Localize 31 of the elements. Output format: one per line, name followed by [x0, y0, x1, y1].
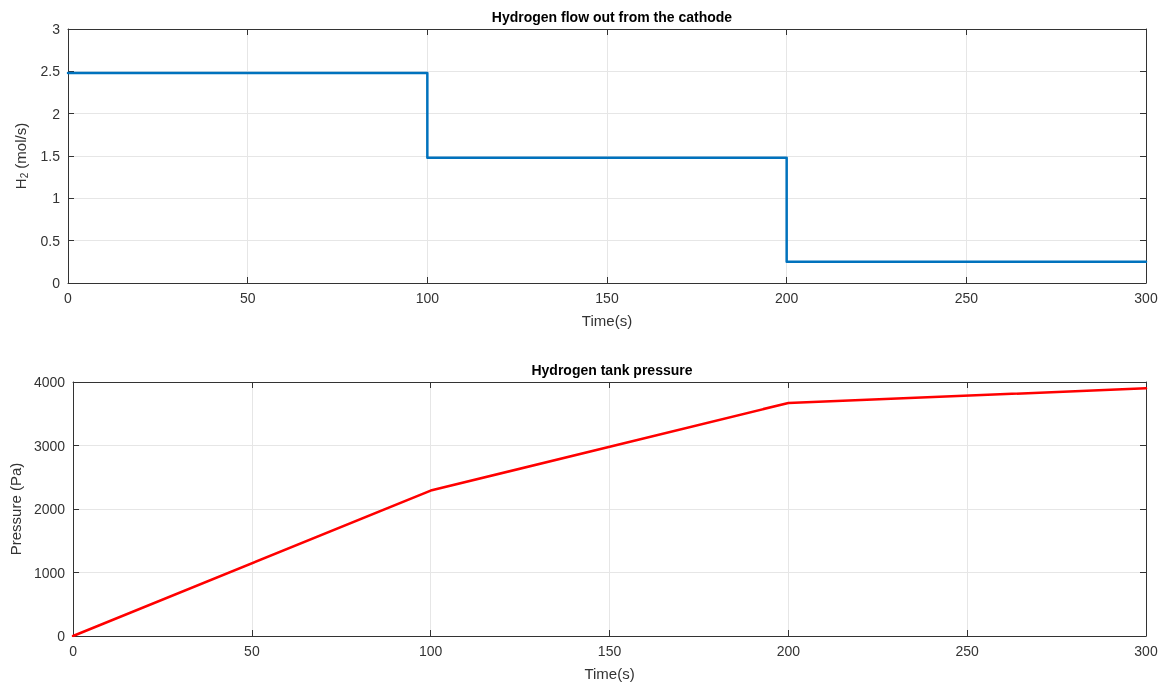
x-tick-label: 100 — [419, 643, 443, 659]
y-tick-label: 0 — [57, 628, 66, 644]
x-tick-label: 300 — [1134, 290, 1158, 306]
y-tick-label: 4000 — [33, 374, 66, 390]
x-tick-label: 0 — [69, 643, 78, 659]
x-tick-label: 100 — [415, 290, 440, 306]
y-tick-label: 0 — [52, 275, 61, 291]
y-tick-label: 2000 — [33, 501, 66, 517]
x-tick-label: 50 — [244, 643, 260, 659]
y-tick-label: 2 — [52, 105, 61, 122]
x-tick-label: 200 — [774, 290, 799, 306]
x-axis-title: Time(s) — [581, 312, 633, 329]
y-tick-label: 0.5 — [40, 232, 61, 249]
y-tick-label: 2.5 — [40, 63, 61, 80]
chart-title: Hydrogen tank pressure — [531, 362, 693, 378]
y-tick-label: 1 — [52, 190, 61, 207]
chart-title: Hydrogen flow out from the cathode — [491, 9, 733, 25]
x-tick-label: 250 — [955, 643, 980, 659]
y-axis-title: H2 (mol/s) — [12, 122, 31, 190]
x-tick-label: 150 — [597, 643, 622, 659]
y-axis-title: Pressure (Pa) — [7, 462, 24, 556]
y-tick-label: 3 — [52, 21, 61, 37]
x-tick-label: 300 — [1134, 643, 1158, 659]
x-tick-label: 250 — [954, 290, 979, 306]
y-tick-label: 1.5 — [40, 148, 61, 164]
y-tick-label: 1000 — [33, 564, 66, 581]
x-tick-label: 200 — [776, 643, 801, 659]
y-tick-label: 3000 — [33, 437, 66, 454]
x-tick-label: 150 — [595, 290, 619, 306]
x-axis-title: Time(s) — [584, 665, 635, 682]
x-tick-label: 50 — [239, 290, 256, 306]
